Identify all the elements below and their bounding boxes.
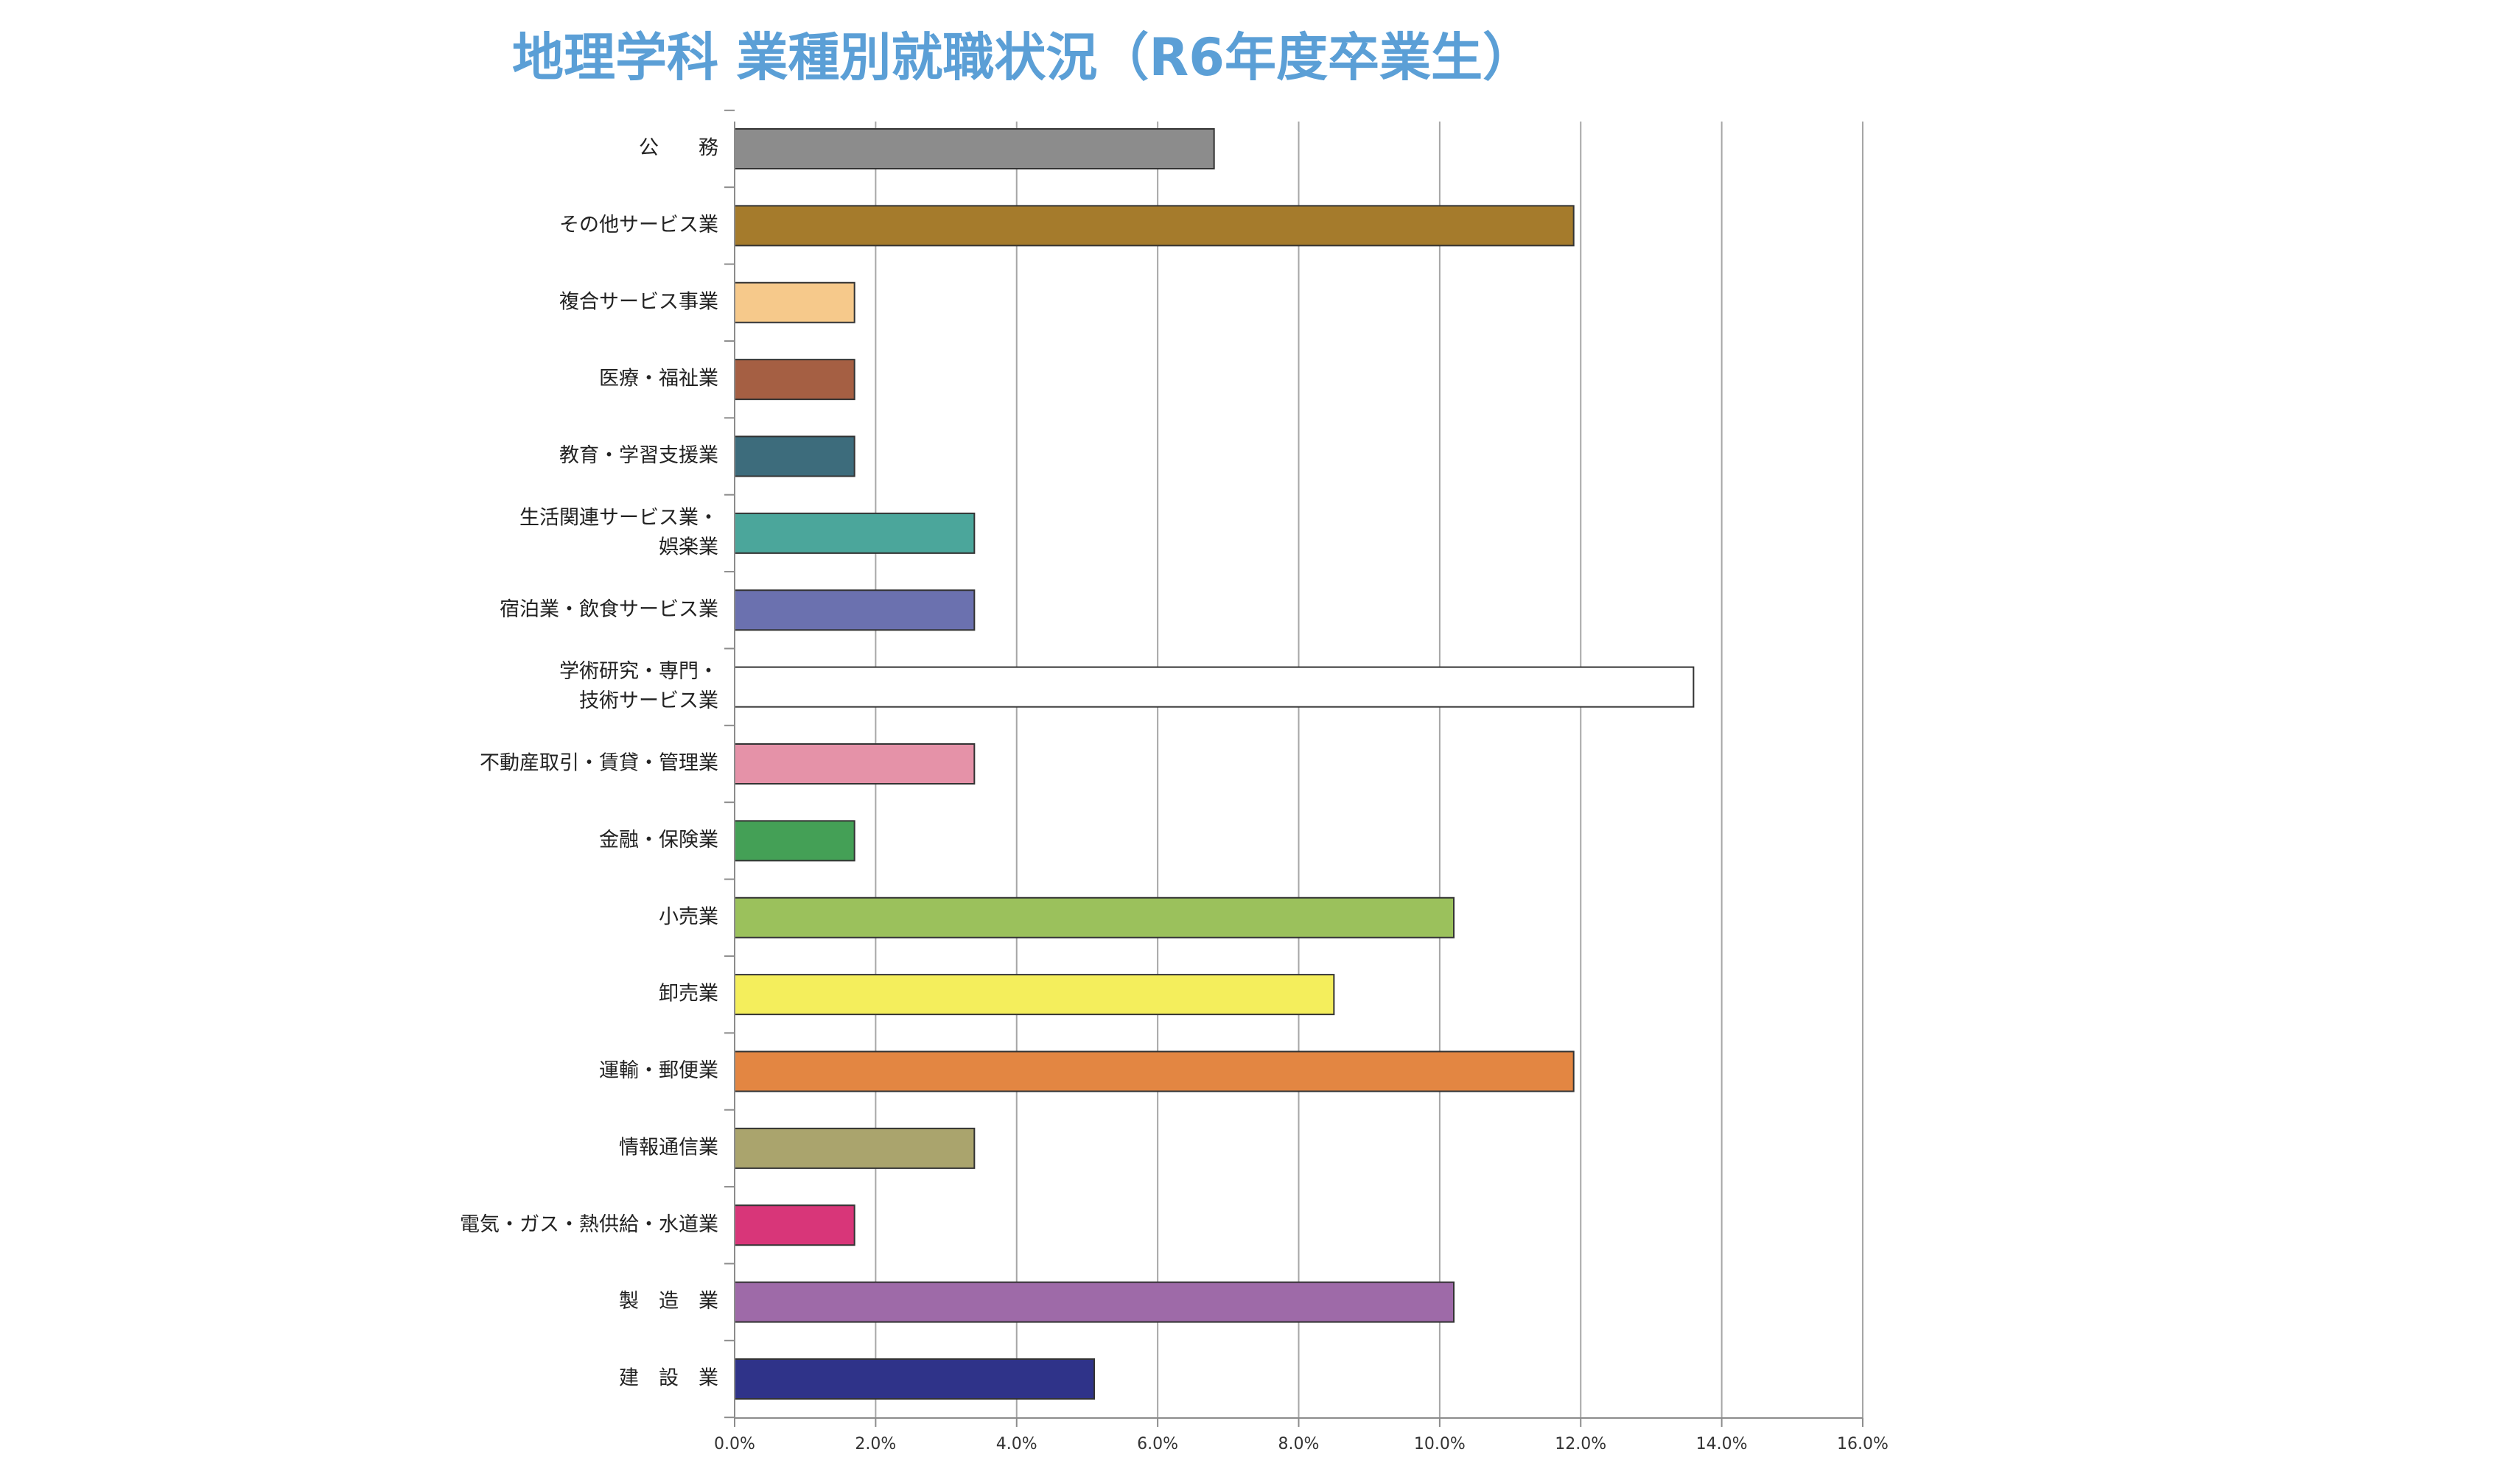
x-tick-label: 6.0%	[1137, 1435, 1178, 1453]
category-label: 生活関連サービス業・	[519, 506, 718, 529]
category-label: 教育・学習支援業	[559, 444, 718, 467]
bar	[734, 1204, 855, 1246]
category-label: 電気・ガス・熱供給・水道業	[460, 1213, 718, 1236]
category-label: 金融・保険業	[599, 829, 718, 852]
category-label: 医療・福祉業	[599, 368, 718, 390]
bar	[734, 435, 855, 477]
bar	[734, 589, 976, 631]
category-label: 複合サービス事業	[559, 290, 718, 313]
category-label: 建 設 業	[619, 1367, 718, 1390]
bars	[734, 128, 1695, 1400]
x-tick-label: 8.0%	[1278, 1435, 1320, 1453]
bar	[734, 359, 855, 401]
category-label: 娯楽業	[659, 536, 718, 558]
bar	[734, 1127, 976, 1169]
bar	[734, 666, 1695, 708]
bar	[734, 743, 976, 785]
axes	[724, 109, 1863, 1427]
bar	[734, 974, 1335, 1016]
bar	[734, 512, 976, 554]
gridlines	[875, 122, 1863, 1418]
category-label: 宿泊業・飲食サービス業	[500, 598, 718, 621]
x-tick-label: 4.0%	[996, 1435, 1037, 1453]
category-label: 学術研究・専門・	[559, 660, 718, 683]
x-tick-label: 2.0%	[855, 1435, 896, 1453]
bar	[734, 1358, 1096, 1400]
bar	[734, 1050, 1575, 1092]
chart-title: 地理学科 業種別就職状況（R6年度卒業生）	[512, 27, 1534, 88]
bar	[734, 281, 855, 323]
category-label: 公 務	[639, 137, 718, 160]
x-tick-label: 14.0%	[1696, 1435, 1748, 1453]
x-tick-label: 0.0%	[714, 1435, 755, 1453]
category-label: 不動産取引・賃貸・管理業	[480, 752, 718, 775]
bar	[734, 820, 855, 862]
x-tick-label: 12.0%	[1555, 1435, 1606, 1453]
category-label: 技術サービス業	[579, 689, 718, 712]
category-label: 運輸・郵便業	[599, 1059, 718, 1082]
tick-labels: 0.0% 2.0% 4.0% 6.0% 8.0% 10.0% 12.0% 14.0% 16.0%	[714, 1435, 1889, 1453]
category-label: 情報通信業	[619, 1136, 718, 1159]
category-labels: 公 務その他サービス業複合サービス事業医療・福祉業教育・学習支援業生活関連サービ…	[460, 137, 718, 1390]
category-label: 小売業	[659, 905, 718, 928]
x-tick-label: 10.0%	[1414, 1435, 1466, 1453]
category-label: 製 造 業	[619, 1290, 718, 1313]
bar	[734, 128, 1215, 169]
category-label: 卸売業	[659, 983, 718, 1005]
bar	[734, 896, 1455, 938]
category-label: その他サービス業	[559, 214, 718, 236]
bar	[734, 205, 1575, 247]
bar	[734, 1281, 1455, 1323]
x-tick-label: 16.0%	[1837, 1435, 1889, 1453]
